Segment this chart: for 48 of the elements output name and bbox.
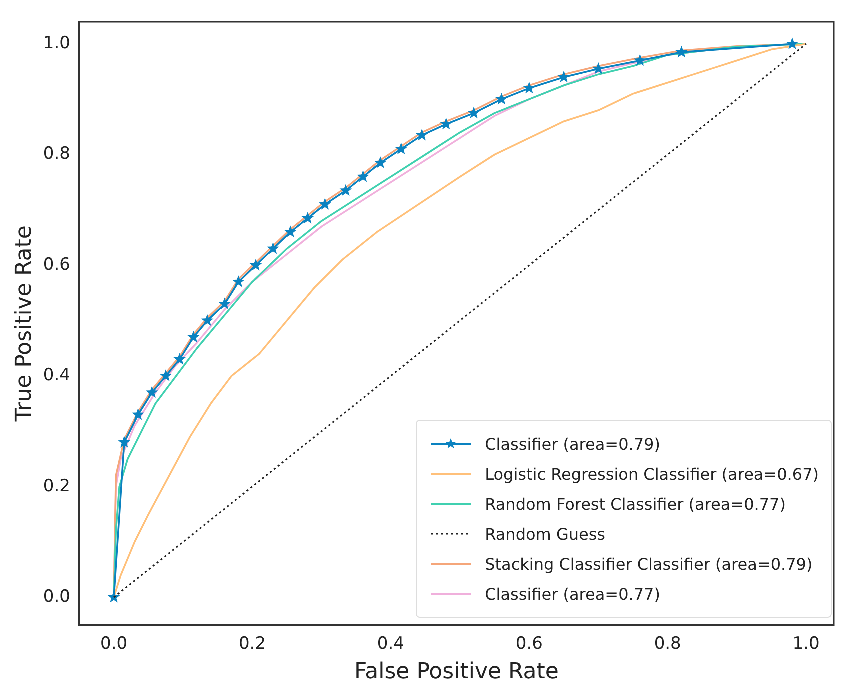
legend-label: Classifier (area=0.79) bbox=[485, 434, 660, 454]
point bbox=[218, 298, 231, 310]
x-tick-label: 0.0 bbox=[100, 634, 128, 654]
point bbox=[132, 408, 144, 420]
point bbox=[250, 258, 262, 271]
point bbox=[319, 198, 332, 210]
y-tick-label: 0.6 bbox=[43, 254, 70, 275]
legend-label: Random Guess bbox=[485, 524, 606, 544]
point bbox=[201, 314, 214, 326]
y-tick-label: 1.0 bbox=[43, 34, 70, 54]
point bbox=[395, 142, 408, 155]
y-tick-label: 0.0 bbox=[43, 586, 70, 607]
point bbox=[496, 92, 508, 105]
x-tick-label: 0.8 bbox=[654, 634, 682, 654]
legend-label: Random Forest Classifier (area=0.77) bbox=[485, 494, 786, 514]
point bbox=[468, 106, 480, 119]
point bbox=[440, 118, 453, 130]
point bbox=[340, 184, 352, 196]
x-tick-label: 1.0 bbox=[792, 634, 820, 654]
point bbox=[357, 170, 370, 182]
y-tick-label: 0.4 bbox=[43, 366, 70, 386]
point bbox=[302, 212, 314, 224]
point bbox=[676, 46, 688, 58]
point bbox=[786, 38, 799, 50]
point bbox=[634, 54, 646, 66]
y-tick-label: 0.2 bbox=[43, 476, 70, 496]
x-tick-label: 0.6 bbox=[516, 634, 543, 654]
x-tick-label: 0.2 bbox=[238, 634, 266, 654]
point bbox=[232, 276, 245, 288]
point bbox=[374, 156, 387, 168]
y-tick-label: 0.8 bbox=[43, 144, 70, 164]
x-tick-label: 0.4 bbox=[377, 634, 404, 654]
point bbox=[284, 226, 297, 238]
x-axis-title: False Positive Rate bbox=[354, 660, 559, 685]
point bbox=[558, 70, 570, 83]
point bbox=[187, 330, 200, 343]
legend-label: Logistic Regression Classifier (area=0.67) bbox=[485, 464, 819, 484]
point bbox=[108, 591, 120, 603]
point bbox=[160, 370, 172, 382]
point bbox=[267, 242, 280, 254]
point bbox=[592, 62, 605, 74]
legend-label: Stacking Classifier Classifier (area=0.79) bbox=[485, 554, 813, 574]
point bbox=[146, 386, 158, 398]
y-axis-title: True Positive Rate bbox=[12, 226, 37, 423]
point bbox=[174, 353, 186, 365]
legend-label: Classifier (area=0.77) bbox=[485, 584, 660, 604]
point bbox=[416, 128, 428, 141]
point bbox=[118, 436, 131, 448]
